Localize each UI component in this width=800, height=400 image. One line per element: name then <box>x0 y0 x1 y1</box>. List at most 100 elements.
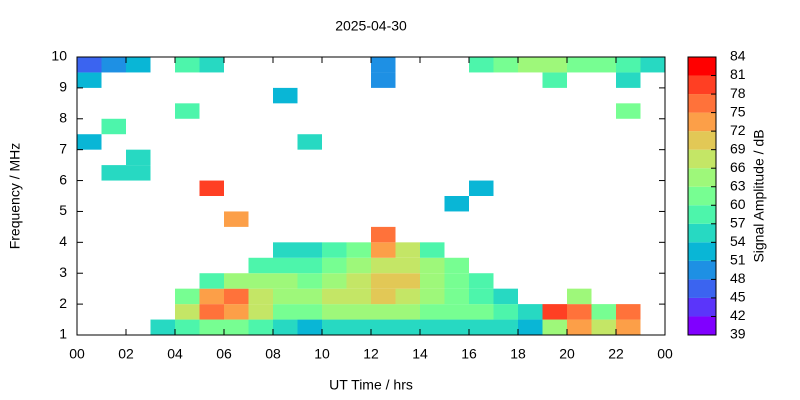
colorbar-band <box>688 112 716 132</box>
heat-cell <box>444 319 469 335</box>
y-tick-label: 8 <box>59 109 67 125</box>
heat-cell <box>346 257 371 274</box>
heat-cell <box>591 57 616 73</box>
heat-cell <box>150 319 175 335</box>
heat-cell <box>493 304 518 320</box>
heat-cell <box>469 319 494 335</box>
heat-cell <box>371 304 396 320</box>
y-axis-label: Frequency / MHz <box>7 143 23 250</box>
heat-cell <box>297 257 322 274</box>
heat-cell <box>371 72 396 88</box>
heat-cell <box>322 273 347 289</box>
heat-cell <box>199 288 224 305</box>
x-tick-label: 00 <box>657 346 673 362</box>
heat-cell <box>469 57 494 73</box>
heat-cell <box>199 180 224 196</box>
heat-cell <box>616 72 641 88</box>
heat-cell <box>371 257 396 274</box>
y-tick-label: 2 <box>59 295 67 311</box>
heat-cell <box>175 288 200 305</box>
heat-cell <box>224 319 249 335</box>
heat-cell <box>322 257 347 274</box>
heat-cell <box>126 149 151 166</box>
heat-cell <box>542 319 567 335</box>
heat-cell <box>616 304 641 320</box>
colorbar-tick-label: 63 <box>730 177 746 193</box>
heat-cell <box>199 319 224 335</box>
colorbar-tick-label: 66 <box>730 159 746 175</box>
heat-cell <box>199 57 224 73</box>
heat-cell <box>77 134 102 150</box>
x-tick-label: 18 <box>510 346 526 362</box>
colorbar-tick-label: 39 <box>730 326 746 342</box>
colorbar-tick-label: 81 <box>730 66 746 82</box>
heat-cell <box>322 304 347 320</box>
heat-cell <box>444 257 469 274</box>
heat-cell <box>224 211 249 227</box>
heat-cell <box>567 319 592 335</box>
heat-cell <box>101 57 126 73</box>
colorbar-tick-label: 78 <box>730 85 746 101</box>
heat-cell <box>297 242 322 258</box>
heat-cell <box>273 288 298 305</box>
heat-cell <box>297 304 322 320</box>
colorbar-tick-label: 45 <box>730 289 746 305</box>
colorbar-tick-label: 72 <box>730 122 746 138</box>
colorbar-tick-label: 69 <box>730 140 746 156</box>
heat-cell <box>199 273 224 289</box>
heat-cell <box>518 57 543 73</box>
colorbar-band <box>688 297 716 317</box>
heat-cell <box>101 165 126 181</box>
x-tick-label: 22 <box>608 346 624 362</box>
colorbar-band <box>688 131 716 150</box>
heat-cell <box>420 288 445 305</box>
colorbar-tick-label: 42 <box>730 307 746 323</box>
heat-cell <box>542 72 567 88</box>
x-tick-label: 12 <box>363 346 379 362</box>
heat-cell <box>126 165 151 181</box>
heat-cell <box>420 304 445 320</box>
heat-cell <box>248 304 273 320</box>
heat-cell <box>273 319 298 335</box>
heat-cell <box>371 57 396 73</box>
heat-cell <box>567 57 592 73</box>
x-tick-label: 08 <box>265 346 281 362</box>
heat-cell <box>493 57 518 73</box>
colorbar-band <box>688 279 716 298</box>
heat-cell <box>322 288 347 305</box>
y-tick-label: 1 <box>59 326 67 342</box>
heat-cell <box>591 319 616 335</box>
heat-cell <box>77 72 102 88</box>
heat-cell <box>395 304 420 320</box>
heat-cell <box>297 273 322 289</box>
x-tick-label: 16 <box>461 346 477 362</box>
heat-cell <box>469 304 494 320</box>
heat-cell <box>395 242 420 258</box>
heat-cell <box>224 304 249 320</box>
y-tick-label: 4 <box>59 233 67 249</box>
heat-cell <box>518 319 543 335</box>
heat-cell <box>273 242 298 258</box>
heat-cell <box>322 242 347 258</box>
colorbar-tick-label: 48 <box>730 270 746 286</box>
colorbar-tick-label: 51 <box>730 252 746 268</box>
colorbar-band <box>688 205 716 224</box>
heat-cell <box>248 288 273 305</box>
x-tick-label: 00 <box>69 346 85 362</box>
heat-cell <box>248 319 273 335</box>
colorbar-band <box>688 94 716 113</box>
heat-cell <box>175 103 200 119</box>
x-tick-label: 20 <box>559 346 575 362</box>
heat-cell <box>420 257 445 274</box>
x-tick-label: 14 <box>412 346 428 362</box>
y-tick-label: 3 <box>59 264 67 280</box>
colorbar-band <box>688 260 716 280</box>
heat-cell <box>469 180 494 196</box>
heat-cell <box>395 273 420 289</box>
heat-cell <box>346 319 371 335</box>
x-tick-label: 04 <box>167 346 183 362</box>
heat-cell <box>420 242 445 258</box>
y-tick-label: 9 <box>59 79 67 95</box>
